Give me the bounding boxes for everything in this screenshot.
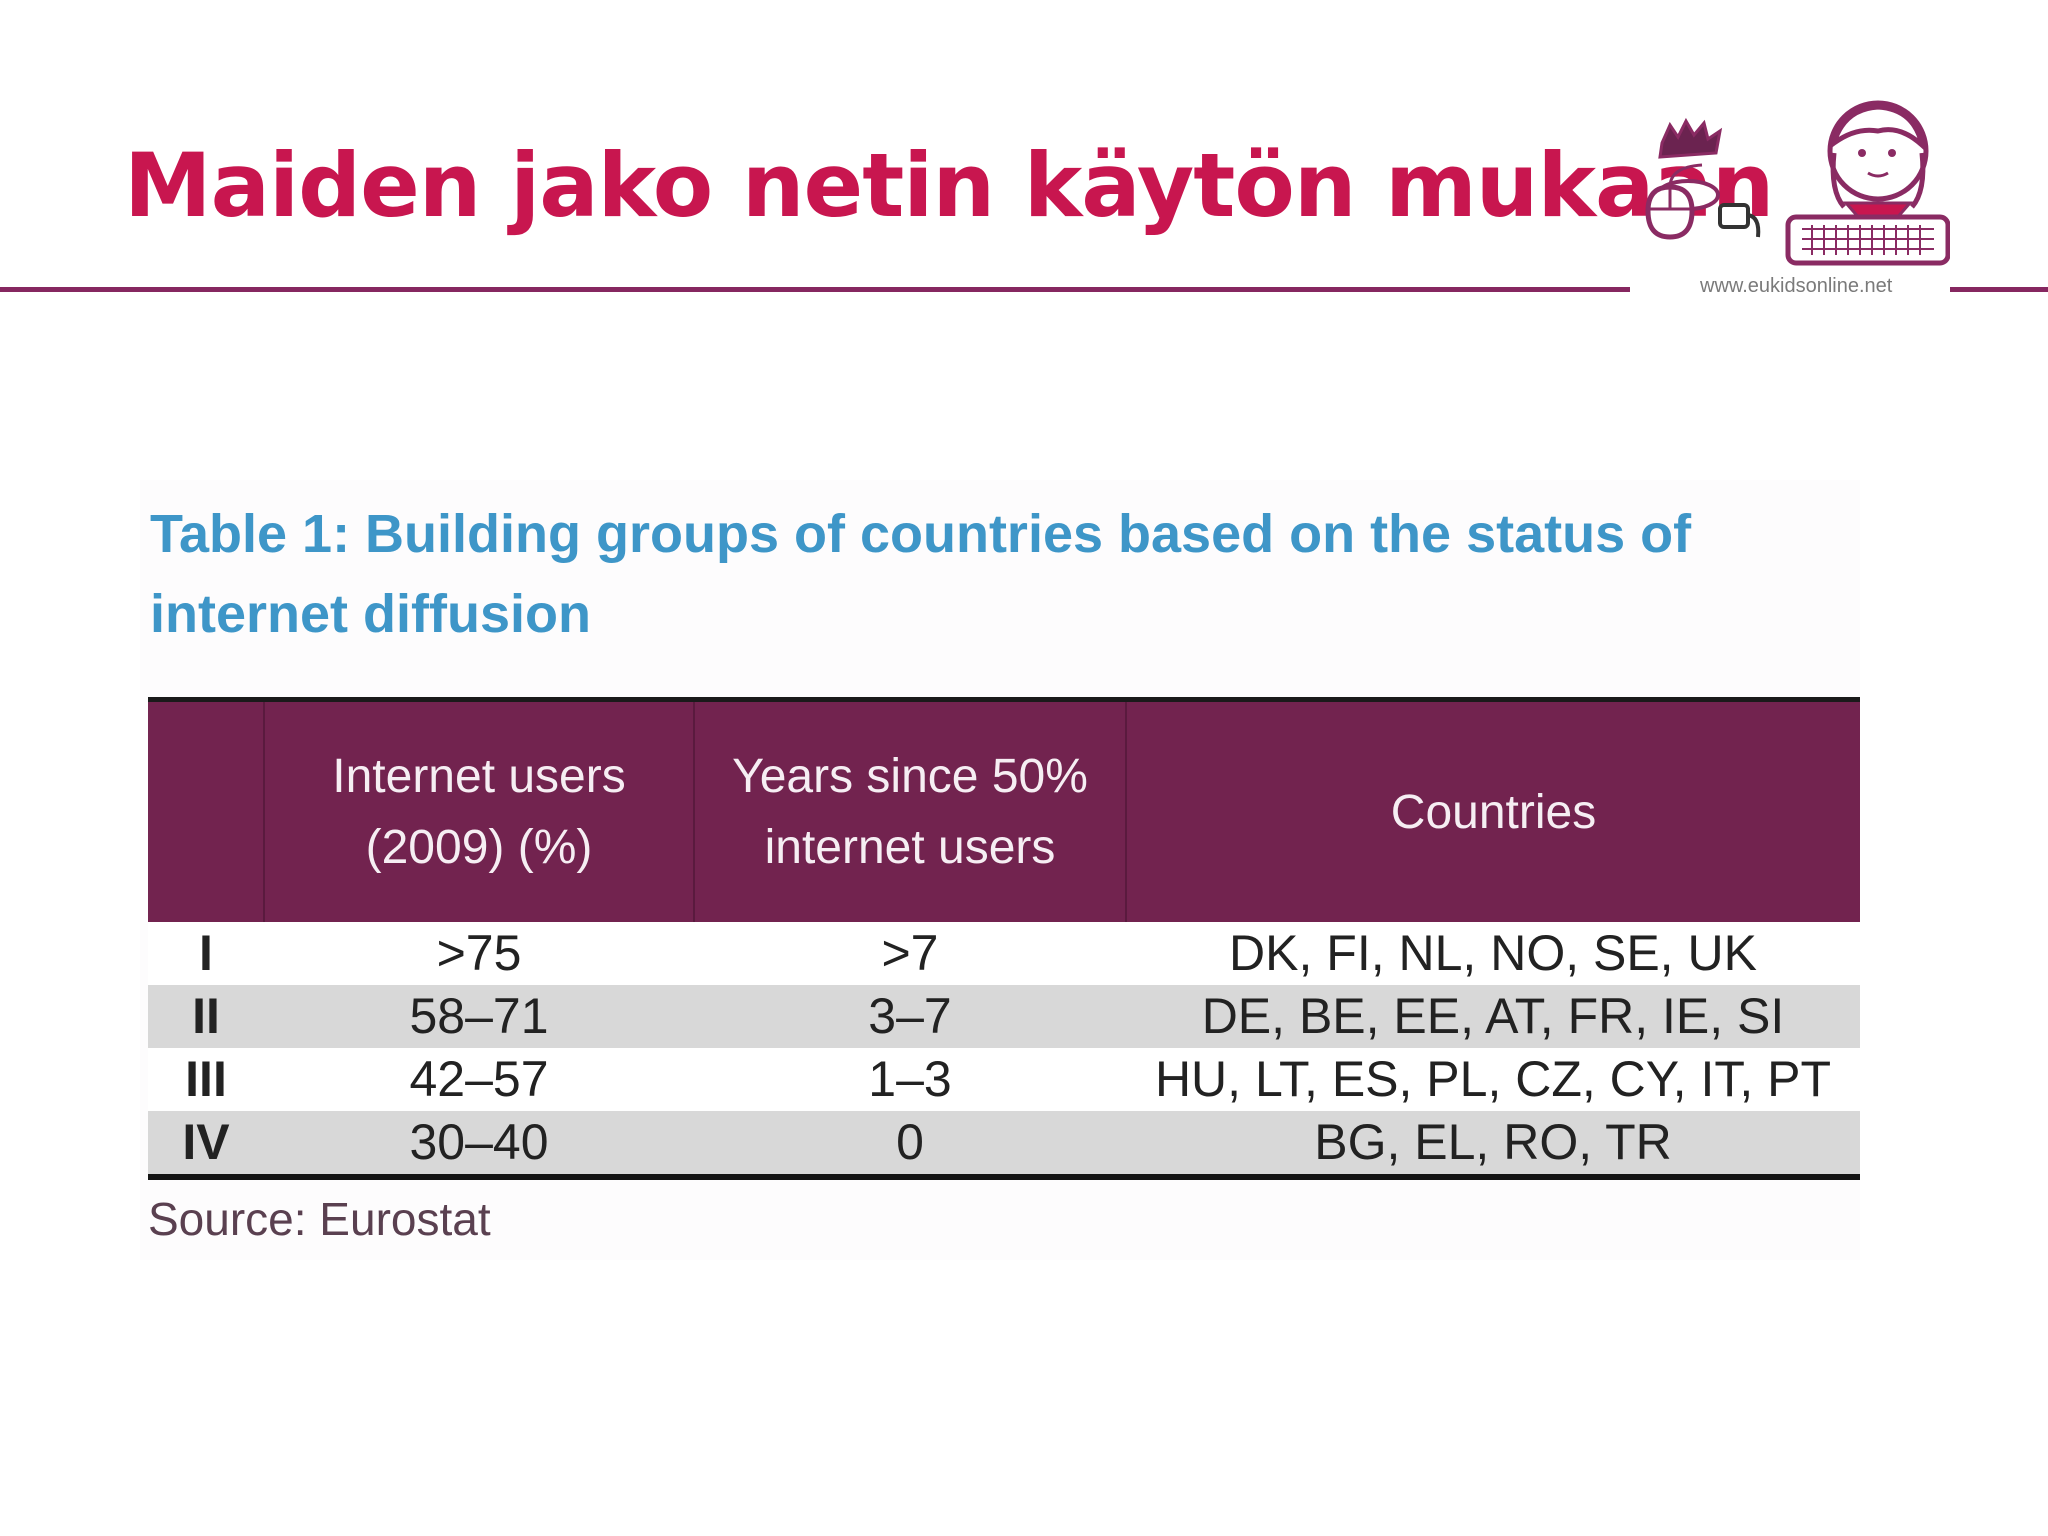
table-row: III 42–57 1–3 HU, LT, ES, PL, CZ, CY, IT… bbox=[148, 1048, 1860, 1111]
logo-url-text: www.eukidsonline.net bbox=[1700, 275, 1893, 297]
header-countries: Countries bbox=[1125, 699, 1860, 922]
header-years-since: Years since 50% internet users bbox=[693, 699, 1126, 922]
years-since-cell: 1–3 bbox=[868, 1051, 952, 1107]
table-caption: Table 1: Building groups of countries ba… bbox=[150, 504, 1692, 644]
group-cell: II bbox=[192, 988, 220, 1044]
table-figure: Table 1: Building groups of countries ba… bbox=[140, 480, 1860, 1260]
table-header-row: Internet users (2009) (%) Years since 50… bbox=[148, 699, 1860, 923]
header-rule-left bbox=[0, 287, 1630, 292]
countries-cell: HU, LT, ES, PL, CZ, CY, IT, PT bbox=[1154, 1051, 1832, 1107]
years-since-cell: 0 bbox=[896, 1114, 924, 1170]
table-row: IV 30–40 0 BG, EL, RO, TR bbox=[148, 1111, 1860, 1177]
kids-illustration-icon bbox=[1645, 100, 1950, 266]
header-group bbox=[148, 700, 264, 923]
internet-users-cell: 58–71 bbox=[409, 988, 549, 1044]
internet-users-cell: >75 bbox=[436, 925, 522, 981]
group-cell: IV bbox=[182, 1114, 230, 1170]
countries-cell: DE, BE, EE, AT, FR, IE, SI bbox=[1201, 988, 1785, 1044]
countries-cell: BG, EL, RO, TR bbox=[1314, 1114, 1672, 1170]
years-since-cell: 3–7 bbox=[868, 988, 952, 1044]
source-note: Source: Eurostat bbox=[148, 1193, 491, 1245]
years-since-cell: >7 bbox=[881, 925, 939, 981]
group-cell: III bbox=[185, 1051, 227, 1107]
internet-users-cell: 30–40 bbox=[409, 1114, 549, 1170]
header-rule-right bbox=[1950, 287, 2048, 292]
header-internet-users: Internet users (2009) (%) bbox=[263, 699, 694, 922]
countries-cell: DK, FI, NL, NO, SE, UK bbox=[1229, 925, 1757, 981]
table-row: I >75 >7 DK, FI, NL, NO, SE, UK bbox=[148, 922, 1860, 985]
group-cell: I bbox=[199, 925, 213, 981]
eu-kids-online-logo: www.eukidsonline.net bbox=[1630, 95, 1950, 305]
table-row: II 58–71 3–7 DE, BE, EE, AT, FR, IE, SI bbox=[148, 985, 1860, 1048]
internet-users-cell: 42–57 bbox=[409, 1051, 549, 1107]
country-groups-table: Internet users (2009) (%) Years since 50… bbox=[148, 697, 1860, 1180]
slide-title: Maiden jako netin käytön mukaan bbox=[124, 134, 1774, 237]
